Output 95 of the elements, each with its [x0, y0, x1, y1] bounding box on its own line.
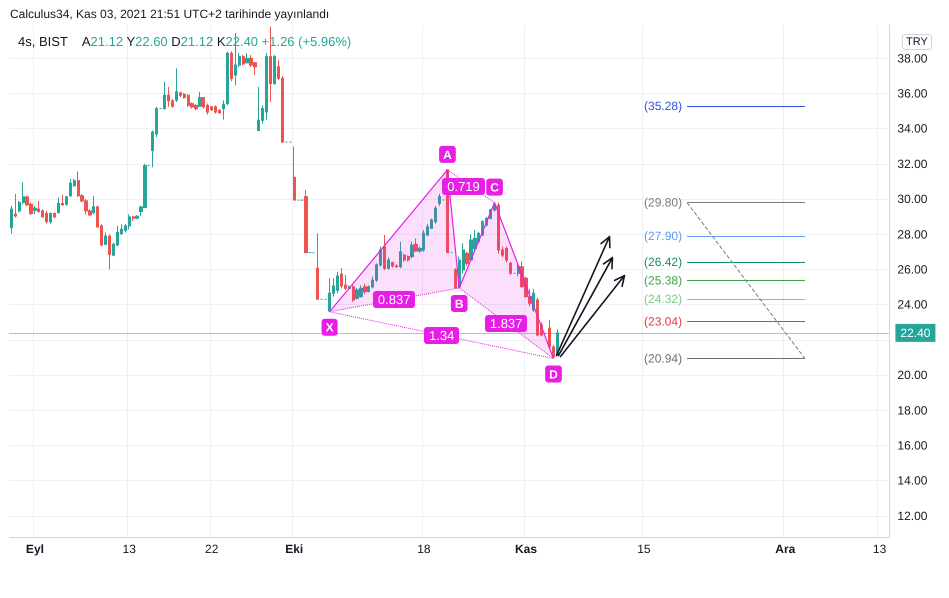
ref-line-label: (25.38) — [644, 273, 682, 288]
y-tick-label: 20.00 — [897, 368, 928, 382]
candlestick — [509, 261, 512, 276]
candlestick — [69, 178, 72, 198]
candlestick — [65, 195, 68, 206]
candlestick — [230, 50, 233, 82]
candlestick — [226, 51, 229, 106]
data-label: B — [454, 296, 464, 311]
candlestick — [414, 238, 418, 252]
candlestick — [104, 232, 107, 246]
candlestick — [210, 105, 213, 112]
candlestick — [316, 232, 319, 300]
x-tick-label: 15 — [637, 542, 651, 556]
y-tick-label: 14.00 — [897, 474, 928, 488]
x-tick-label: Kas — [515, 542, 538, 556]
candlestick — [218, 108, 221, 114]
ref-line-label: (20.94) — [644, 352, 682, 366]
candlestick — [407, 254, 410, 262]
candlestick — [257, 86, 260, 131]
y-tick-label: 28.00 — [897, 227, 928, 242]
candlestick — [245, 52, 249, 64]
candlestick — [340, 268, 343, 289]
y-tick-label: 18.00 — [897, 403, 928, 418]
y-tick-label: 16.00 — [897, 438, 928, 452]
data-label: A — [443, 148, 452, 162]
ref-line-label: (35.28) — [644, 99, 682, 114]
x-tick-label: 18 — [417, 542, 431, 556]
candlestick — [403, 253, 406, 262]
candlestick — [92, 195, 95, 215]
data-label: X — [326, 320, 334, 335]
candlestick — [187, 94, 190, 108]
candlestick — [163, 81, 166, 110]
candlestick — [14, 194, 17, 218]
candlestick — [304, 189, 308, 254]
candlestick — [33, 205, 37, 215]
candlestick — [45, 210, 48, 224]
ref-line-label: (24.32) — [644, 292, 682, 306]
x-tick-label: 13 — [872, 542, 887, 556]
x-tick-label: Ara — [775, 542, 796, 556]
candlestick — [352, 284, 355, 302]
x-tick-label: Eyl — [26, 542, 44, 556]
y-tick-label: 34.00 — [897, 122, 928, 136]
annotation: 1.837 — [484, 314, 528, 332]
y-tick-label: 24.00 — [897, 298, 928, 312]
candlestick — [328, 278, 331, 312]
candlestick — [167, 86, 170, 108]
y-tick-label: 36.00 — [897, 86, 928, 101]
candlestick — [198, 91, 202, 108]
annotation: 0.837 — [372, 291, 416, 308]
candlestick — [61, 194, 64, 206]
candlestick — [175, 68, 178, 102]
candlestick — [497, 202, 500, 254]
candlestick — [194, 104, 198, 111]
candlestick — [505, 246, 508, 263]
candlestick — [49, 212, 52, 224]
ref-line-label: (27.90) — [644, 229, 682, 244]
x-tick-label: 13 — [122, 542, 136, 556]
candlestick — [293, 146, 296, 201]
annotation: 1.34 — [424, 326, 460, 344]
text: 4s, BIST — [18, 34, 68, 49]
candlestick — [363, 283, 367, 295]
candlestick — [383, 234, 386, 271]
y-tick-label: 30.00 — [897, 192, 928, 206]
candlestick — [10, 205, 13, 234]
candlestick — [179, 91, 182, 98]
x-tick-label: 22 — [205, 542, 219, 556]
y-tick-label: 32.00 — [897, 156, 928, 171]
ref-line-label: (23.04) — [644, 314, 682, 329]
data-label: D — [549, 368, 558, 382]
candlestick — [222, 100, 225, 120]
candlestick — [132, 215, 135, 222]
candlestick — [336, 271, 339, 294]
data-label: C — [490, 180, 500, 195]
y-axis-title: TRY — [902, 34, 932, 50]
x-tick-label: Eki — [285, 542, 304, 556]
candlestick — [53, 212, 56, 219]
candlestick — [273, 54, 276, 86]
candlestick — [242, 54, 245, 66]
y-tick-label: 12.00 — [897, 508, 928, 523]
candlestick — [395, 264, 398, 268]
candlestick — [57, 196, 60, 214]
candlestick — [265, 52, 268, 121]
candlestick — [391, 261, 394, 268]
candlestick — [108, 234, 111, 270]
y-tick-label: 26.00 — [897, 262, 928, 277]
candlestick — [128, 214, 131, 230]
candlestick — [465, 251, 469, 266]
y-tick-label: 38.00 — [897, 51, 928, 66]
text: Calculus34, Kas 03, 2021 21:51 UTC+2 tarihinde yayınlandı — [10, 7, 330, 21]
ref-line-label: 22.40 — [900, 326, 931, 340]
ref-line-label: (29.80) — [644, 196, 682, 210]
candlestick — [214, 104, 217, 114]
annotation: 0.719 — [442, 178, 485, 195]
candlestick — [454, 268, 457, 288]
ref-line-label: (26.42) — [644, 255, 682, 270]
